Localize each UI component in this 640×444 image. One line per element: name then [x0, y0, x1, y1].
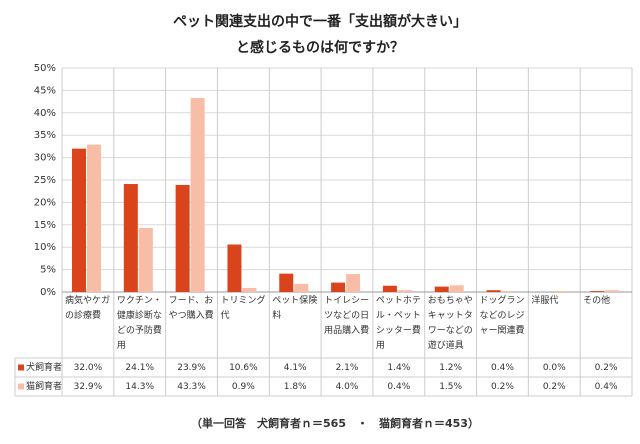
x-tick-label: ペットホテル・ペットシッター費用 [375, 296, 421, 351]
data-label: 1.5% [439, 382, 462, 392]
data-label: 0.2% [595, 363, 618, 373]
footnote: （単一回答 犬飼育者ｎ＝565 ・ 猫飼育者ｎ＝453） [191, 416, 479, 430]
x-tick-label: ペット保険料 [272, 296, 318, 321]
data-label: 10.6% [229, 363, 258, 373]
data-label: 0.9% [232, 382, 255, 392]
data-label: 0.4% [595, 382, 618, 392]
y-tick-label: 20% [34, 197, 56, 208]
bar [605, 290, 620, 292]
legend-label: 犬飼育者 [26, 361, 62, 373]
x-tick-label-box: ワクチン・健康診断などの予防費用 [116, 296, 162, 351]
x-tick-label-box: 洋服代 [531, 296, 559, 306]
bar [294, 283, 309, 292]
y-tick-label: 15% [34, 220, 56, 231]
x-tick-label: 洋服代 [531, 296, 559, 306]
x-tick-label-box: トリミング代 [220, 296, 266, 321]
y-tick-label: 5% [40, 265, 56, 276]
chart-title: ペット関連支出の中で一番「支出額が大きい」 [173, 13, 467, 30]
data-label: 14.3% [125, 382, 154, 392]
y-tick-label: 10% [34, 242, 56, 253]
data-label: 1.2% [439, 363, 462, 373]
y-tick-label: 45% [34, 85, 56, 96]
data-label: 43.3% [177, 382, 206, 392]
bar [227, 244, 242, 292]
x-tick-label-box: トイレシーツなどの日用品購入費 [324, 296, 370, 336]
x-tick-label-box: ペットホテル・ペットシッター費用 [375, 296, 421, 351]
data-label: 2.1% [336, 363, 359, 373]
y-tick-label: 50% [34, 63, 56, 74]
x-tick-label-box: ペット保険料 [272, 296, 318, 321]
data-label: 4.0% [336, 382, 359, 392]
y-tick-label: 25% [34, 175, 56, 186]
data-label: 0.0% [543, 363, 566, 373]
data-label: 1.8% [284, 382, 307, 392]
bar [138, 227, 153, 292]
data-label: 0.4% [491, 363, 514, 373]
bar [279, 273, 294, 292]
y-tick-label: 30% [34, 153, 56, 164]
x-tick-label: トイレシーツなどの日用品購入費 [324, 296, 370, 336]
data-label: 4.1% [284, 363, 307, 373]
bar [397, 290, 412, 292]
data-label: 32.0% [74, 363, 103, 373]
x-tick-label: おもちゃやキャットタワーなどの遊び道具 [427, 296, 473, 351]
x-tick-label-box: フード、おやつ購入費 [168, 296, 214, 321]
bar [123, 184, 138, 292]
bar [449, 285, 464, 292]
y-tick-label: 0% [40, 287, 56, 298]
x-tick-label: フード、おやつ購入費 [168, 296, 214, 321]
bar [242, 287, 257, 292]
legend-label: 猫飼育者 [26, 380, 62, 392]
legend-swatch [18, 383, 24, 390]
bar [434, 286, 449, 292]
data-label: 0.4% [387, 382, 410, 392]
x-tick-label-box: 病気やケガの診療費 [65, 296, 111, 321]
bar [590, 291, 605, 292]
x-tick-label: その他 [583, 296, 611, 306]
x-tick-label-box: ドッグランなどのレジャー関連費 [479, 296, 525, 336]
x-tick-label: 病気やケガの診療費 [65, 296, 111, 321]
data-label: 32.9% [74, 382, 103, 392]
bar [346, 274, 361, 292]
x-tick-label: ワクチン・健康診断などの予防費用 [116, 296, 162, 351]
chart-title: と感じるものは何ですか？ [236, 39, 404, 56]
y-tick-label: 40% [34, 108, 56, 119]
data-label: 0.2% [543, 382, 566, 392]
bar [486, 290, 501, 292]
x-tick-label-box: その他 [583, 296, 611, 306]
bar [382, 285, 397, 292]
bar [72, 148, 86, 292]
data-label: 1.4% [387, 363, 410, 373]
x-tick-label: ドッグランなどのレジャー関連費 [479, 296, 525, 336]
y-tick-label: 35% [34, 130, 56, 141]
data-label: 0.2% [491, 382, 514, 392]
bar [331, 282, 346, 292]
x-tick-label-box: おもちゃやキャットタワーなどの遊び道具 [427, 296, 473, 351]
legend-swatch [18, 364, 24, 371]
data-label: 24.1% [125, 363, 154, 373]
data-label: 23.9% [177, 363, 206, 373]
bar [501, 291, 516, 292]
bar [87, 144, 101, 292]
bar [553, 291, 568, 292]
bar [175, 184, 190, 292]
bar [190, 98, 205, 293]
x-tick-label: トリミング代 [220, 296, 266, 321]
